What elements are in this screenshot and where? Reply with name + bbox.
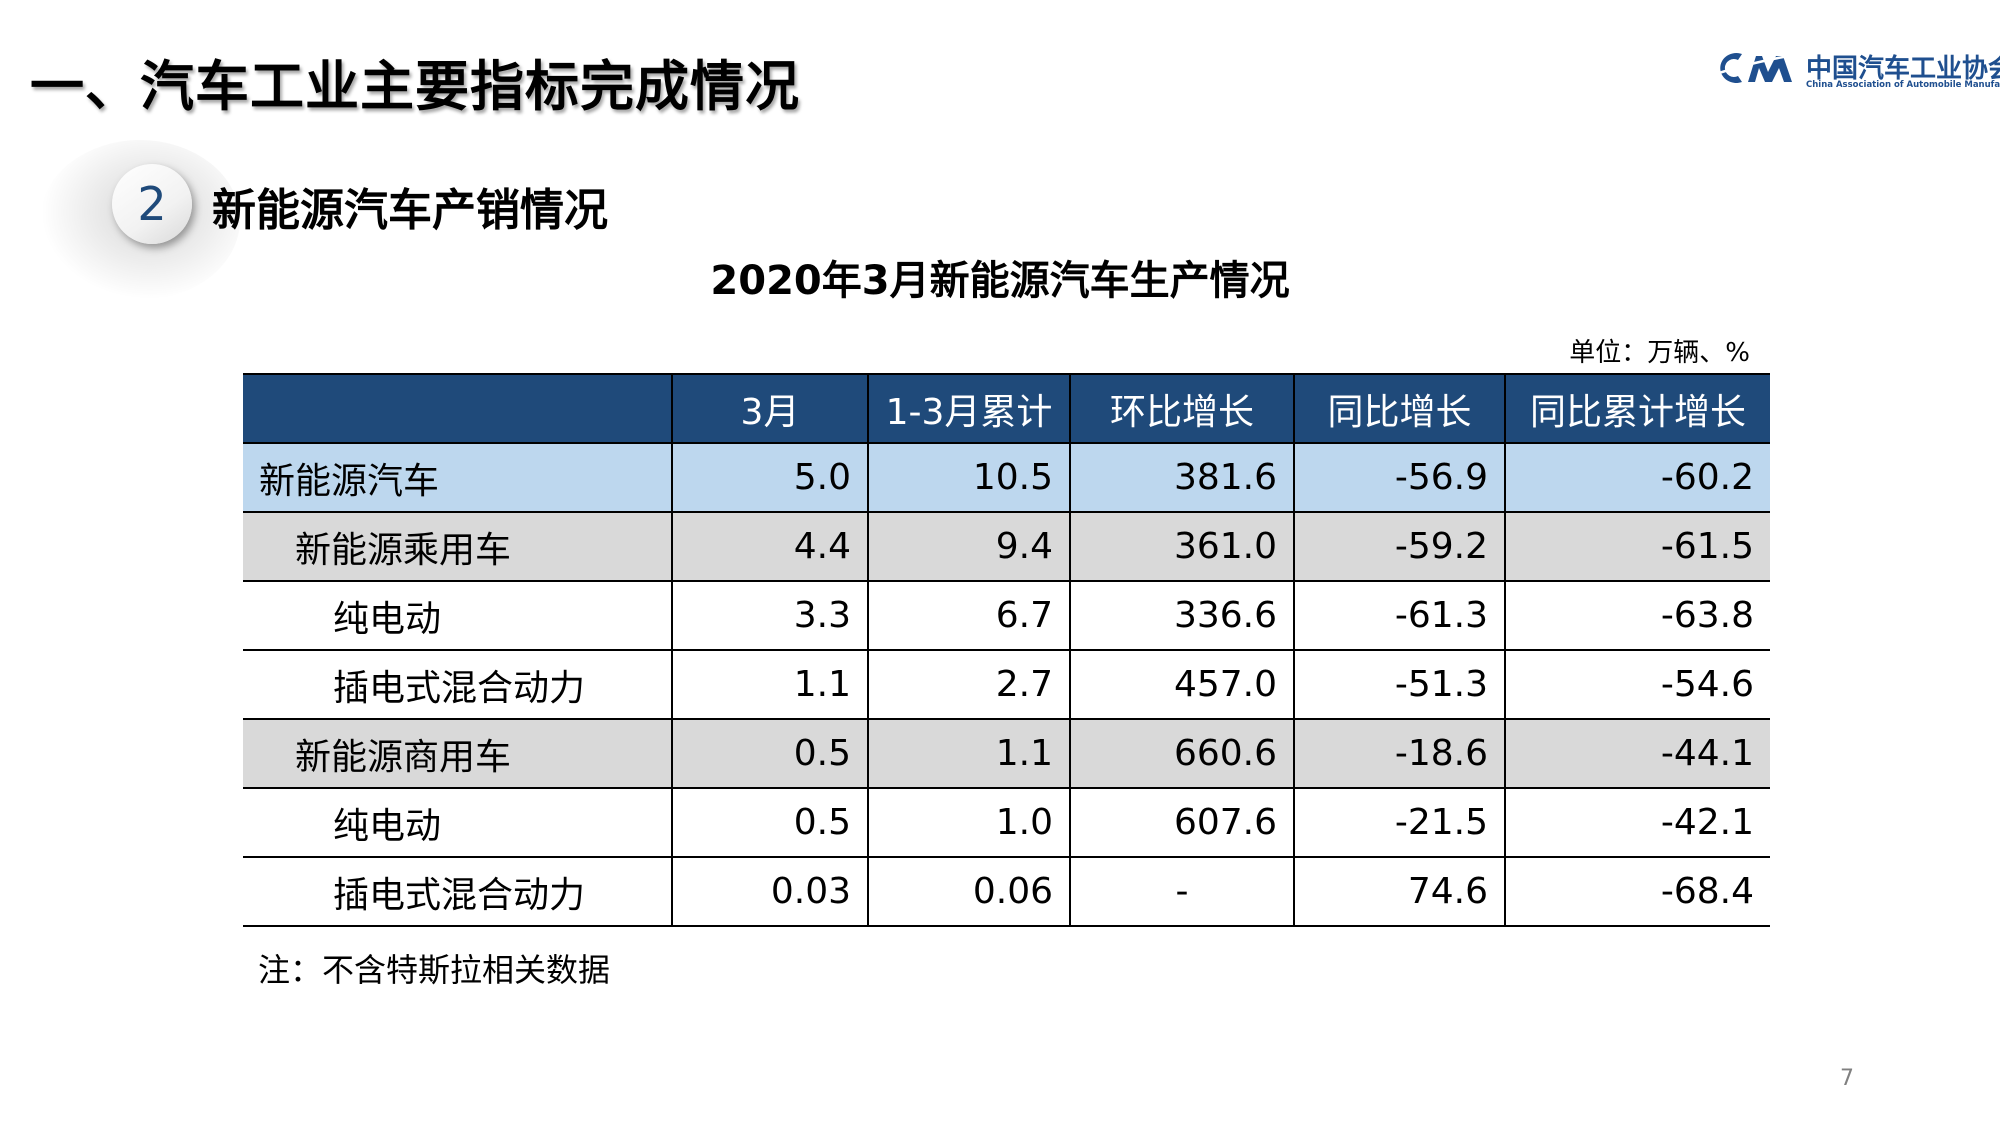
row-label: 纯电动	[243, 788, 672, 858]
table-row: 新能源汽车 5.0 10.5 381.6 -56.9 -60.2	[243, 443, 1770, 513]
cell-mom-growth: 381.6	[1069, 443, 1294, 513]
column-header-category	[243, 373, 672, 444]
table-header-row: 3月 1-3月累计 环比增长 同比增长 同比累计增长	[243, 373, 1770, 444]
logo-name-en: China Association of Automobile Manufact…	[1806, 80, 2000, 90]
table-title: 2020年3月新能源汽车生产情况	[710, 258, 1290, 304]
table-row: 插电式混合动力 1.1 2.7 457.0 -51.3 -54.6	[243, 650, 1770, 720]
cell-yoy-cumulative-growth: -42.1	[1504, 788, 1770, 858]
table-row: 新能源乘用车 4.4 9.4 361.0 -59.2 -61.5	[243, 512, 1770, 582]
cell-march: 1.1	[671, 650, 868, 720]
caam-logo: 中国汽车工业协会 China Association of Automobile…	[1712, 48, 2000, 96]
table-row: 新能源商用车 0.5 1.1 660.6 -18.6 -44.1	[243, 719, 1770, 789]
row-label: 插电式混合动力	[243, 650, 672, 720]
cell-yoy-growth: -56.9	[1293, 443, 1505, 513]
cell-mom-growth: 607.6	[1069, 788, 1294, 858]
column-header-yoy-growth: 同比增长	[1293, 373, 1505, 444]
unit-label: 单位：万辆、%	[1569, 338, 1750, 368]
cell-mom-growth: 457.0	[1069, 650, 1294, 720]
cell-yoy-growth: -18.6	[1293, 719, 1505, 789]
cell-yoy-growth: -51.3	[1293, 650, 1505, 720]
logo-name-cn: 中国汽车工业协会	[1806, 54, 2000, 84]
caam-logo-icon	[1715, 52, 1801, 83]
cell-yoy-cumulative-growth: -61.5	[1504, 512, 1770, 582]
section-number-badge: 2	[112, 164, 192, 244]
cell-march: 0.5	[671, 719, 868, 789]
cell-mom-growth: 660.6	[1069, 719, 1294, 789]
cell-yoy-cumulative-growth: -63.8	[1504, 581, 1770, 651]
cell-yoy-cumulative-growth: -60.2	[1504, 443, 1770, 513]
row-label: 新能源汽车	[243, 443, 672, 513]
row-label: 新能源商用车	[243, 719, 672, 789]
column-header-march: 3月	[671, 373, 868, 444]
cell-yoy-cumulative-growth: -68.4	[1504, 857, 1770, 927]
page-heading: 一、汽车工业主要指标完成情况	[30, 55, 800, 118]
cell-march: 0.03	[671, 857, 868, 927]
cell-march: 3.3	[671, 581, 868, 651]
cell-march: 4.4	[671, 512, 868, 582]
cell-cumulative: 6.7	[867, 581, 1070, 651]
column-header-mom-growth: 环比增长	[1069, 373, 1294, 444]
column-header-yoy-cumulative-growth: 同比累计增长	[1504, 373, 1770, 444]
section-title: 新能源汽车产销情况	[212, 185, 608, 236]
row-label: 插电式混合动力	[243, 857, 672, 927]
table-row: 纯电动 0.5 1.0 607.6 -21.5 -42.1	[243, 788, 1770, 858]
cell-yoy-cumulative-growth: -44.1	[1504, 719, 1770, 789]
production-table: 3月 1-3月累计 环比增长 同比增长 同比累计增长 新能源汽车 5.0 10.…	[243, 373, 1770, 927]
cell-yoy-cumulative-growth: -54.6	[1504, 650, 1770, 720]
column-header-cumulative: 1-3月累计	[867, 373, 1070, 444]
cell-yoy-growth: 74.6	[1293, 857, 1505, 927]
table-row: 插电式混合动力 0.03 0.06 - 74.6 -68.4	[243, 857, 1770, 927]
cell-cumulative: 1.0	[867, 788, 1070, 858]
cell-cumulative: 10.5	[867, 443, 1070, 513]
cell-march: 0.5	[671, 788, 868, 858]
footnote: 注：不含特斯拉相关数据	[258, 951, 611, 989]
table-row: 纯电动 3.3 6.7 336.6 -61.3 -63.8	[243, 581, 1770, 651]
cell-cumulative: 2.7	[867, 650, 1070, 720]
page-number: 7	[1840, 1066, 1854, 1091]
row-label: 纯电动	[243, 581, 672, 651]
cell-cumulative: 9.4	[867, 512, 1070, 582]
cell-cumulative: 1.1	[867, 719, 1070, 789]
cell-march: 5.0	[671, 443, 868, 513]
cell-mom-growth: 336.6	[1069, 581, 1294, 651]
cell-yoy-growth: -61.3	[1293, 581, 1505, 651]
cell-yoy-growth: -21.5	[1293, 788, 1505, 858]
cell-cumulative: 0.06	[867, 857, 1070, 927]
cell-mom-growth: -	[1069, 857, 1294, 927]
cell-yoy-growth: -59.2	[1293, 512, 1505, 582]
row-label: 新能源乘用车	[243, 512, 672, 582]
cell-mom-growth: 361.0	[1069, 512, 1294, 582]
